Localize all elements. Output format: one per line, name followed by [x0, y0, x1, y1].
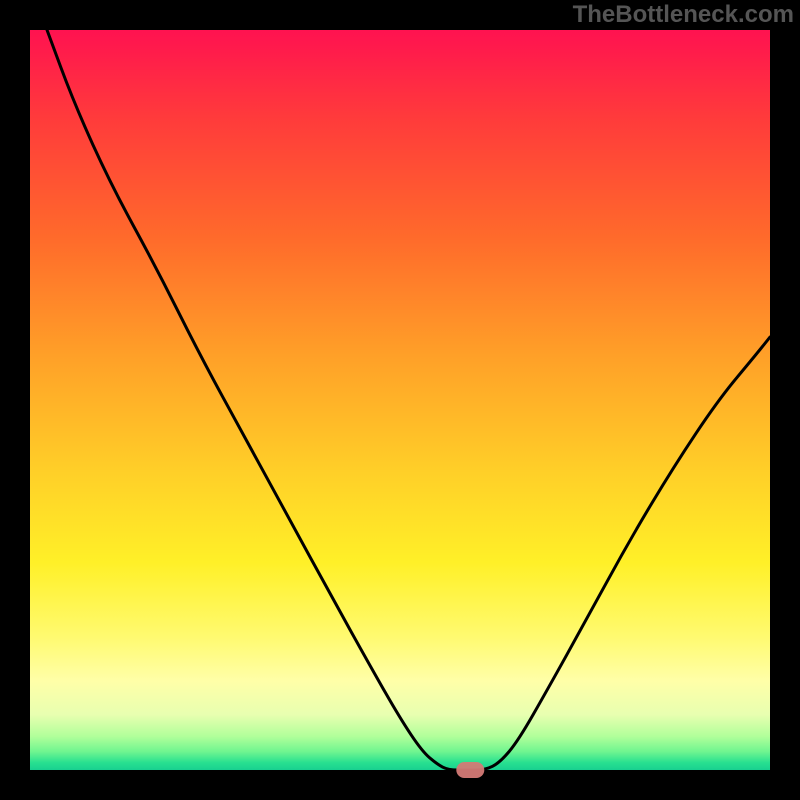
watermark-text: TheBottleneck.com [573, 1, 794, 29]
bottleneck-chart [0, 0, 800, 800]
min-marker [456, 762, 484, 778]
chart-container: TheBottleneck.com [0, 0, 800, 800]
plot-area [30, 30, 770, 770]
